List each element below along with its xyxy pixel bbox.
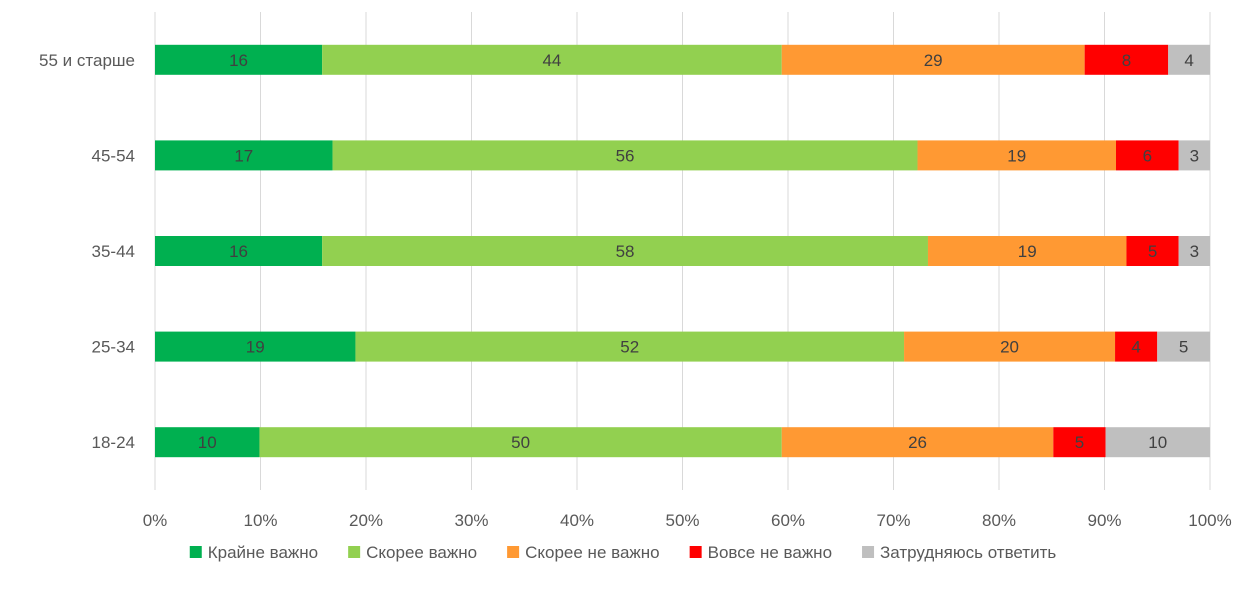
bar-segment bbox=[904, 331, 1116, 362]
data-label: 52 bbox=[620, 338, 639, 357]
legend-label: Скорее важно bbox=[366, 543, 477, 562]
category-label: 55 и старше bbox=[39, 51, 135, 70]
bar-segment bbox=[155, 236, 323, 266]
data-label: 4 bbox=[1184, 51, 1193, 70]
x-tick-label: 10% bbox=[243, 511, 277, 530]
category-label: 45-54 bbox=[92, 146, 135, 165]
legend-swatch bbox=[689, 546, 702, 558]
data-label: 3 bbox=[1190, 242, 1199, 261]
data-label: 58 bbox=[616, 242, 635, 261]
data-label: 5 bbox=[1148, 242, 1157, 261]
legend-swatch bbox=[862, 546, 875, 558]
x-tick-label: 20% bbox=[349, 511, 383, 530]
bar-segment bbox=[1168, 44, 1210, 75]
data-label: 6 bbox=[1143, 146, 1152, 165]
x-tick-label: 60% bbox=[771, 511, 805, 530]
category-label: 18-24 bbox=[92, 433, 135, 452]
data-label: 16 bbox=[229, 242, 248, 261]
legend-label: Крайне важно bbox=[208, 543, 318, 562]
bar-segment bbox=[1115, 140, 1179, 171]
x-tick-label: 70% bbox=[876, 511, 910, 530]
bar-segment bbox=[1178, 140, 1210, 171]
bar-segment bbox=[781, 427, 1054, 458]
x-tick-label: 90% bbox=[1087, 511, 1121, 530]
category-label: 35-44 bbox=[92, 242, 135, 261]
bar-segment bbox=[1084, 44, 1169, 75]
bar-segment bbox=[259, 427, 782, 458]
data-label: 3 bbox=[1190, 146, 1199, 165]
data-label: 19 bbox=[1018, 242, 1037, 261]
data-label: 56 bbox=[616, 146, 635, 165]
data-label: 16 bbox=[229, 51, 248, 70]
legend-label: Вовсе не важно bbox=[708, 543, 832, 562]
bar-segment bbox=[332, 140, 918, 171]
bar-segment bbox=[781, 44, 1085, 75]
bar-segment bbox=[355, 331, 905, 362]
bar-segment bbox=[1157, 331, 1210, 362]
x-tick-label: 50% bbox=[665, 511, 699, 530]
bar-segment bbox=[1126, 236, 1179, 266]
bar-segment bbox=[1053, 427, 1106, 458]
data-label: 50 bbox=[511, 433, 530, 452]
bar-segment bbox=[155, 331, 356, 362]
bar-segment bbox=[155, 140, 333, 171]
data-label: 20 bbox=[1000, 338, 1019, 357]
bar-segment bbox=[1178, 236, 1210, 266]
bar-segment bbox=[917, 140, 1116, 171]
bar-segment bbox=[1115, 331, 1158, 362]
legend-label: Скорее не важно bbox=[525, 543, 660, 562]
bar-segment bbox=[927, 236, 1127, 266]
x-tick-label: 30% bbox=[454, 511, 488, 530]
data-label: 10 bbox=[198, 433, 217, 452]
data-label: 5 bbox=[1179, 338, 1188, 357]
data-label: 5 bbox=[1075, 433, 1084, 452]
bar-segment bbox=[1105, 427, 1210, 458]
bar-segment bbox=[322, 44, 782, 75]
x-tick-label: 80% bbox=[982, 511, 1016, 530]
bar-segment bbox=[155, 427, 260, 458]
bar-segment bbox=[322, 236, 928, 266]
data-label: 4 bbox=[1131, 338, 1140, 357]
legend-swatch bbox=[348, 546, 361, 558]
bar-segment bbox=[155, 44, 323, 75]
data-label: 19 bbox=[246, 338, 265, 357]
x-tick-label: 0% bbox=[143, 511, 168, 530]
data-label: 19 bbox=[1007, 146, 1026, 165]
data-label: 17 bbox=[234, 146, 253, 165]
legend-swatch bbox=[189, 546, 202, 558]
legend-swatch bbox=[507, 546, 520, 558]
data-label: 10 bbox=[1148, 433, 1167, 452]
legend-label: Затрудняюсь ответить bbox=[880, 543, 1056, 562]
data-label: 26 bbox=[908, 433, 927, 452]
category-label: 25-34 bbox=[92, 338, 135, 357]
x-tick-label: 100% bbox=[1188, 511, 1231, 530]
data-label: 8 bbox=[1122, 51, 1131, 70]
data-label: 29 bbox=[924, 51, 943, 70]
x-tick-label: 40% bbox=[560, 511, 594, 530]
data-label: 44 bbox=[542, 51, 561, 70]
